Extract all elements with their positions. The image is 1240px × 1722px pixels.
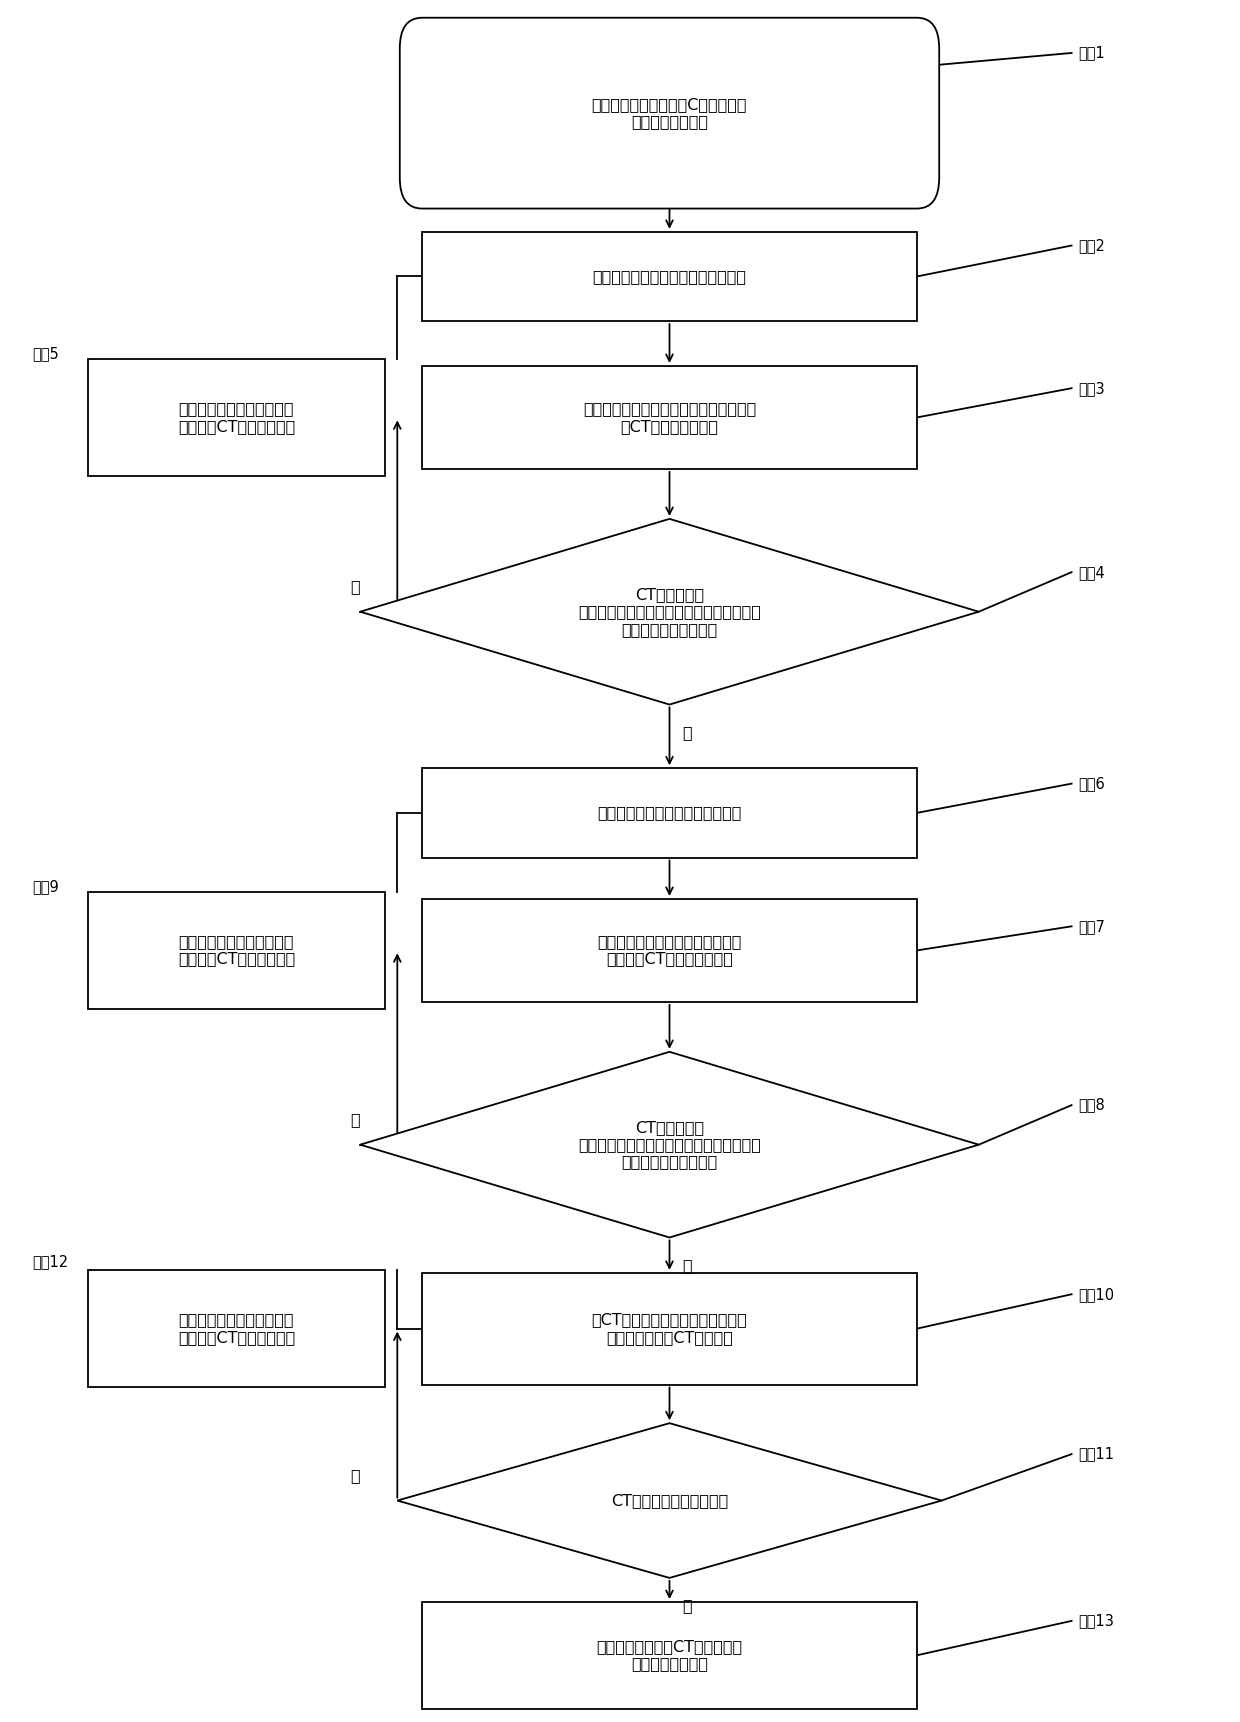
- Text: 步骤4: 步骤4: [1078, 565, 1105, 580]
- Bar: [422, 899, 916, 1002]
- Text: 否: 否: [351, 1469, 360, 1483]
- Text: 依次进行剩余各组CT二次通流试
验，直至试验结束: 依次进行剩余各组CT二次通流试 验，直至试验结束: [596, 1639, 743, 1672]
- Text: 在CT二次侧电流为额定电流的情况
下，测量并记录CT二次负担: 在CT二次侧电流为额定电流的情况 下，测量并记录CT二次负担: [591, 1312, 748, 1345]
- Text: 步骤7: 步骤7: [1078, 920, 1105, 933]
- Text: 调节继电保护测试仪输出一微小电流: 调节继电保护测试仪输出一微小电流: [593, 269, 746, 284]
- Text: 否: 否: [351, 1112, 360, 1128]
- Bar: [88, 892, 384, 1009]
- Text: CT二次负担是否三相平衡: CT二次负担是否三相平衡: [611, 1493, 728, 1508]
- Bar: [88, 1271, 384, 1388]
- Text: 步骤5: 步骤5: [32, 346, 60, 362]
- Polygon shape: [360, 518, 978, 704]
- Text: 测量并记录继电保护测试仪输出额
定电流时CT二次侧实际电流: 测量并记录继电保护测试仪输出额 定电流时CT二次侧实际电流: [598, 935, 742, 966]
- Text: CT二次侧电流
测量幅值和相位与继电保护测试仪输出电流
幅值和相位是否一致？: CT二次侧电流 测量幅值和相位与继电保护测试仪输出电流 幅值和相位是否一致？: [578, 1119, 761, 1169]
- Text: 步骤3: 步骤3: [1078, 381, 1105, 396]
- Text: 测量并记录继电保护测试仪输出微小电流
时CT二次侧实际电流: 测量并记录继电保护测试仪输出微小电流 时CT二次侧实际电流: [583, 401, 756, 434]
- Bar: [422, 232, 916, 322]
- Text: 否: 否: [351, 580, 360, 594]
- Text: 是: 是: [682, 1259, 692, 1273]
- FancyBboxPatch shape: [399, 17, 939, 208]
- Text: 步骤6: 步骤6: [1078, 777, 1105, 790]
- Polygon shape: [360, 1052, 978, 1238]
- Text: CT二次侧电流
测量幅值和相位与继电保护测试仪输出电流
幅值和相位是否一致？: CT二次侧电流 测量幅值和相位与继电保护测试仪输出电流 幅值和相位是否一致？: [578, 587, 761, 637]
- Text: 步骤10: 步骤10: [1078, 1286, 1114, 1302]
- Text: 关闭继电保护测试仪，查找
并消除该CT二次回路缺陷: 关闭继电保护测试仪，查找 并消除该CT二次回路缺陷: [177, 935, 295, 966]
- Text: 步骤1: 步骤1: [1078, 45, 1105, 60]
- Text: 关闭继电保护测试仪，查找
并消除该CT二次回路缺陷: 关闭继电保护测试仪，查找 并消除该CT二次回路缺陷: [177, 401, 295, 434]
- Text: 关闭继电保护测试仪，查找
并消除该CT二次回路缺陷: 关闭继电保护测试仪，查找 并消除该CT二次回路缺陷: [177, 1312, 295, 1345]
- Bar: [422, 1601, 916, 1708]
- Text: 步骤8: 步骤8: [1078, 1097, 1105, 1112]
- Bar: [88, 358, 384, 475]
- Bar: [422, 768, 916, 858]
- Text: 进行发电厂电气主系统C型二次通流
试验前期准备工作: 进行发电厂电气主系统C型二次通流 试验前期准备工作: [591, 96, 748, 129]
- Text: 步骤13: 步骤13: [1078, 1614, 1114, 1629]
- Text: 步骤11: 步骤11: [1078, 1446, 1114, 1462]
- Text: 是: 是: [682, 1598, 692, 1614]
- Text: 调节继电保护测试仪输出额定电流: 调节继电保护测试仪输出额定电流: [598, 806, 742, 820]
- Text: 步骤9: 步骤9: [32, 880, 60, 894]
- Text: 步骤2: 步骤2: [1078, 238, 1105, 253]
- Text: 是: 是: [682, 725, 692, 740]
- Bar: [422, 1273, 916, 1384]
- Polygon shape: [397, 1422, 941, 1577]
- Bar: [422, 365, 916, 468]
- Text: 步骤12: 步骤12: [32, 1254, 68, 1269]
